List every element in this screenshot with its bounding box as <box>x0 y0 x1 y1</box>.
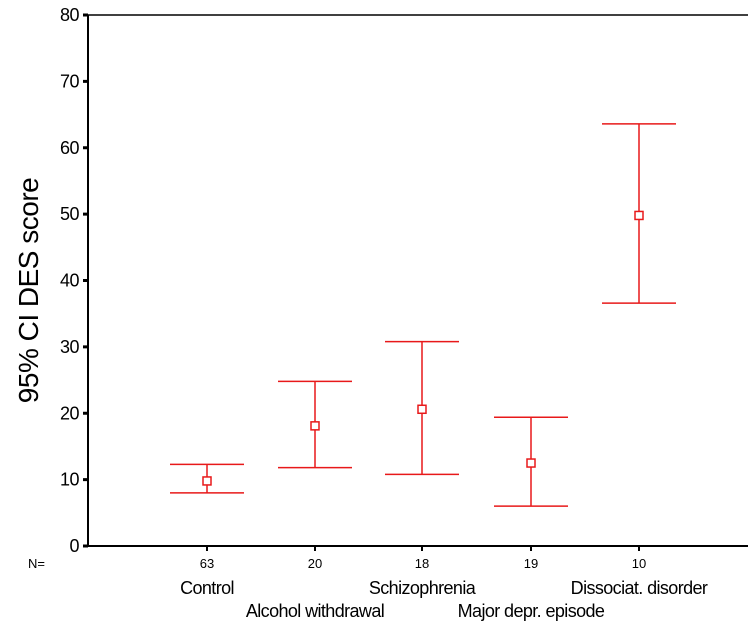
y-tick-label: 0 <box>69 536 79 556</box>
category-label: Alcohol withdrawal <box>246 601 384 621</box>
mean-marker <box>310 421 320 431</box>
n-count-label: 20 <box>308 556 322 571</box>
category-label: Major depr. episode <box>458 601 605 621</box>
n-count-label: 10 <box>632 556 646 571</box>
mean-marker <box>634 210 644 221</box>
y-tick-label: 80 <box>60 5 80 25</box>
y-tick-label: 40 <box>60 271 80 291</box>
category-label: Control <box>180 578 234 598</box>
n-count-label: 19 <box>524 556 538 571</box>
y-tick-label: 50 <box>60 204 80 224</box>
mean-marker <box>202 476 212 486</box>
labels: 0 10 20 30 40 50 60 70 80 95% CI DES score N= 63 Con… <box>13 5 709 621</box>
mean-marker <box>417 404 427 415</box>
y-tick-label: 70 <box>60 71 80 91</box>
y-axis-title: 95% CI DES score <box>13 178 44 403</box>
category-label: Dissociat. disorder <box>571 578 708 598</box>
y-tick-label: 60 <box>60 138 80 158</box>
n-count-label: 18 <box>415 556 429 571</box>
category-label: Schizophrenia <box>369 578 477 598</box>
axes <box>83 13 748 551</box>
mean-marker <box>526 458 536 468</box>
marks <box>170 123 676 507</box>
y-tick-label: 20 <box>60 403 80 423</box>
y-tick-label: 10 <box>60 470 80 490</box>
n-count-label: 63 <box>200 556 214 571</box>
y-tick-label: 30 <box>60 337 80 357</box>
n-prefix-label: N= <box>28 556 45 571</box>
